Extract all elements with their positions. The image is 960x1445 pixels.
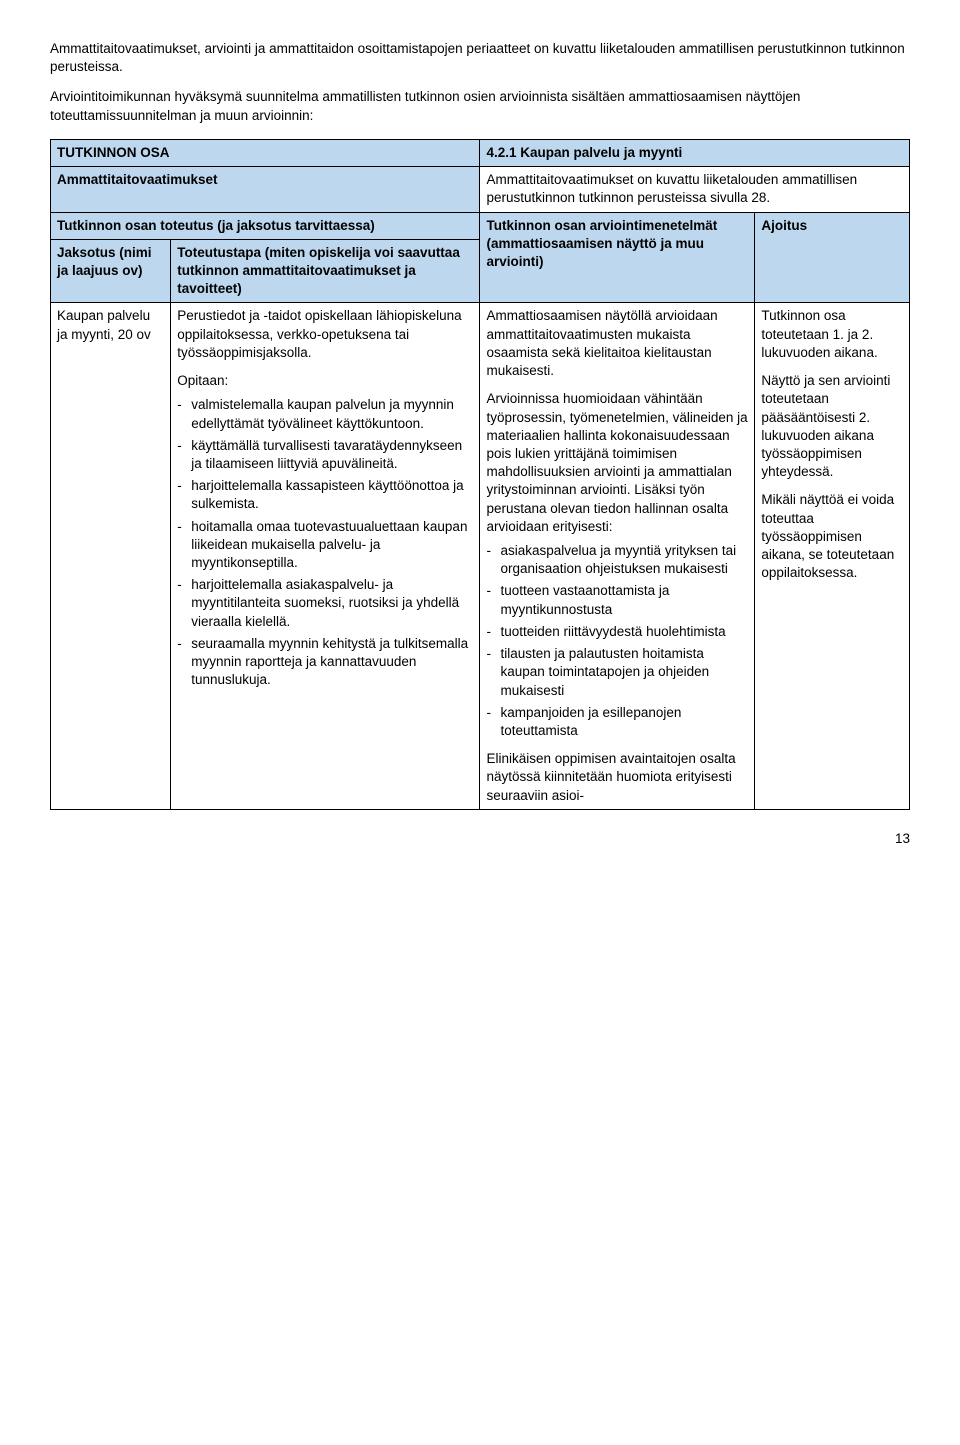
row-tutkinnon-osa: TUTKINNON OSA 4.2.1 Kaupan palvelu ja my…	[51, 139, 910, 166]
cell-tutkinnon-osa-value: 4.2.1 Kaupan palvelu ja myynti	[480, 139, 910, 166]
c4-p1: Tutkinnon osa toteutetaan 1. ja 2. lukuv…	[761, 307, 903, 362]
c3-item: tuotteen vastaanottamista ja myyntikunno…	[500, 582, 748, 618]
cell-toteutus-header: Tutkinnon osan toteutus (ja jaksotus tar…	[51, 212, 480, 239]
c2-item: harjoittelemalla asiakaspalvelu- ja myyn…	[191, 576, 473, 631]
c3-list: asiakaspalvelua ja myyntiä yrityksen tai…	[486, 542, 748, 740]
c3-p2: Arvioinnissa huomioidaan vähintään työpr…	[486, 390, 748, 536]
cell-jaksotus-header: Jaksotus (nimi ja laajuus ov)	[51, 239, 171, 303]
cell-arviointi-header: Tutkinnon osan arviointimenetelmät (amma…	[480, 212, 755, 303]
main-table: TUTKINNON OSA 4.2.1 Kaupan palvelu ja my…	[50, 139, 910, 810]
cell-body-c3: Ammattiosaamisen näytöllä arvioidaan amm…	[480, 303, 755, 809]
c2-item: käyttämällä turvallisesti tavaratäydenny…	[191, 437, 473, 473]
intro-p1: Ammattitaitovaatimukset, arviointi ja am…	[50, 40, 910, 76]
c3-p1: Ammattiosaamisen näytöllä arvioidaan amm…	[486, 307, 748, 380]
c2-item: seuraamalla myynnin kehitystä ja tulkits…	[191, 635, 473, 690]
cell-body-c1: Kaupan palvelu ja myynti, 20 ov	[51, 303, 171, 809]
cell-ajoitus-header: Ajoitus	[755, 212, 910, 303]
cell-ammattitaito-label: Ammattitaitovaatimukset	[51, 167, 480, 212]
c3-p3: Elinikäisen oppimisen avaintaitojen osal…	[486, 750, 748, 805]
row-ammattitaito: Ammattitaitovaatimukset Ammattitaitovaat…	[51, 167, 910, 212]
intro-block: Ammattitaitovaatimukset, arviointi ja am…	[50, 40, 910, 125]
c2-item: hoitamalla omaa tuotevastuualuettaan kau…	[191, 518, 473, 573]
intro-p2: Arviointitoimikunnan hyväksymä suunnitel…	[50, 88, 910, 124]
page-number: 13	[50, 830, 910, 848]
c2-item: valmistelemalla kaupan palvelun ja myynn…	[191, 396, 473, 432]
cell-toteutustapa-header: Toteutustapa (miten opiskelija voi saavu…	[171, 239, 480, 303]
row-sub-headers: Tutkinnon osan toteutus (ja jaksotus tar…	[51, 212, 910, 239]
c2-list: valmistelemalla kaupan palvelun ja myynn…	[177, 396, 473, 689]
c2-opitaan: Opitaan:	[177, 372, 473, 390]
c3-item: asiakaspalvelua ja myyntiä yrityksen tai…	[500, 542, 748, 578]
row-body: Kaupan palvelu ja myynti, 20 ov Perustie…	[51, 303, 910, 809]
cell-body-c2: Perustiedot ja -taidot opiskellaan lähio…	[171, 303, 480, 809]
c4-p3: Mikäli näyttöä ei voida toteuttaa työssä…	[761, 491, 903, 582]
c3-item: kampanjoiden ja esillepanojen toteuttami…	[500, 704, 748, 740]
cell-ammattitaito-value: Ammattitaitovaatimukset on kuvattu liike…	[480, 167, 910, 212]
cell-body-c4: Tutkinnon osa toteutetaan 1. ja 2. lukuv…	[755, 303, 910, 809]
c3-item: tilausten ja palautusten hoitamista kaup…	[500, 645, 748, 700]
c3-item: tuotteiden riittävyydestä huolehtimista	[500, 623, 748, 641]
c2-intro: Perustiedot ja -taidot opiskellaan lähio…	[177, 307, 473, 362]
cell-tutkinnon-osa-label: TUTKINNON OSA	[51, 139, 480, 166]
c2-item: harjoittelemalla kassapisteen käyttöönot…	[191, 477, 473, 513]
c4-p2: Näyttö ja sen arviointi toteutetaan pääs…	[761, 372, 903, 481]
